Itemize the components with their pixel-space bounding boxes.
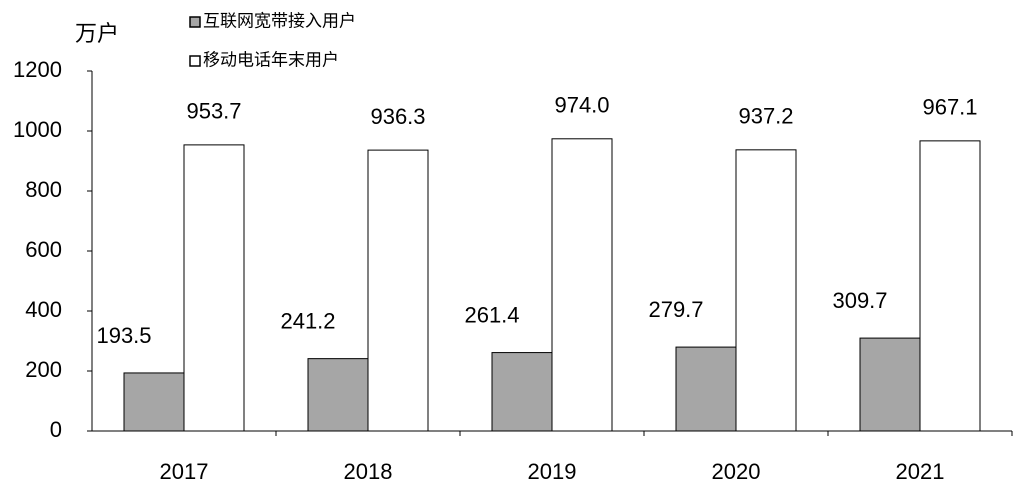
legend-label: 移动电话年末用户 [203,50,339,69]
y-tick-label: 600 [25,237,62,262]
value-label: 953.7 [186,99,241,124]
x-tick-label: 2021 [896,459,945,484]
legend-label: 互联网宽带接入用户 [203,11,356,30]
x-tick-label: 2019 [528,459,577,484]
y-tick-label: 0 [50,417,62,442]
value-label: 309.7 [832,288,887,313]
y-axis-label: 万户 [75,21,119,46]
value-label: 279.7 [648,297,703,322]
bar [367,149,429,432]
y-tick-label: 800 [25,177,62,202]
x-tick-label: 2018 [344,459,393,484]
value-label: 261.4 [464,302,519,327]
value-label: 937.2 [738,104,793,129]
bar [491,352,553,432]
bar [183,144,245,432]
bar [551,138,613,432]
bar [859,337,921,432]
bar [307,358,369,432]
value-label: 241.2 [280,308,335,333]
legend-marker [189,16,201,28]
bar [123,372,185,432]
y-tick-label: 200 [25,357,62,382]
x-tick-label: 2020 [712,459,761,484]
value-label: 974.0 [554,93,609,118]
y-tick-label: 400 [25,297,62,322]
value-label: 193.5 [96,323,151,348]
y-tick-label: 1000 [13,117,62,142]
x-tick-label: 2017 [160,459,209,484]
y-tick-label: 1200 [13,57,62,82]
bar [675,346,737,432]
bar [919,140,981,432]
legend-marker [189,55,201,67]
bar [735,149,797,432]
value-label: 936.3 [370,104,425,129]
value-label: 967.1 [922,95,977,120]
